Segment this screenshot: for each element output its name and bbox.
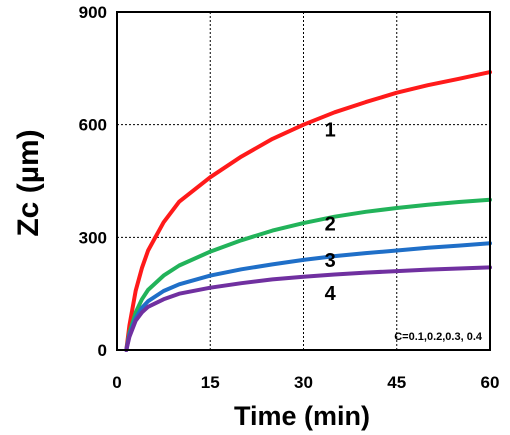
y-axis-label: Zc (µm)	[12, 129, 45, 236]
curve-label-4: 4	[325, 283, 337, 305]
x-tick-label: 60	[481, 373, 500, 392]
x-axis-label: Time (min)	[234, 401, 370, 431]
curve-label-1: 1	[325, 120, 336, 142]
y-tick-label: 0	[98, 341, 107, 360]
series-1-line	[124, 70, 492, 352]
x-tick-label: 15	[201, 373, 220, 392]
y-tick-label: 900	[79, 3, 107, 22]
series-4-line	[124, 265, 492, 352]
x-tick-label: 45	[387, 373, 406, 392]
y-tick-label: 600	[79, 116, 107, 135]
series-2-line	[124, 197, 492, 352]
concentration-annotation: C=0.1,0.2,0.3, 0.4	[394, 331, 483, 343]
y-tick-label: 300	[79, 228, 107, 247]
grid	[117, 12, 490, 350]
curve-label-3: 3	[325, 250, 336, 272]
curve-labels: 1 2 3 4	[325, 120, 337, 305]
curve-label-2: 2	[325, 213, 336, 235]
x-tick-label: 0	[112, 373, 121, 392]
x-tick-label: 30	[294, 373, 313, 392]
curves	[124, 70, 492, 352]
series-3-line	[124, 241, 492, 352]
plot-frame	[116, 11, 491, 351]
